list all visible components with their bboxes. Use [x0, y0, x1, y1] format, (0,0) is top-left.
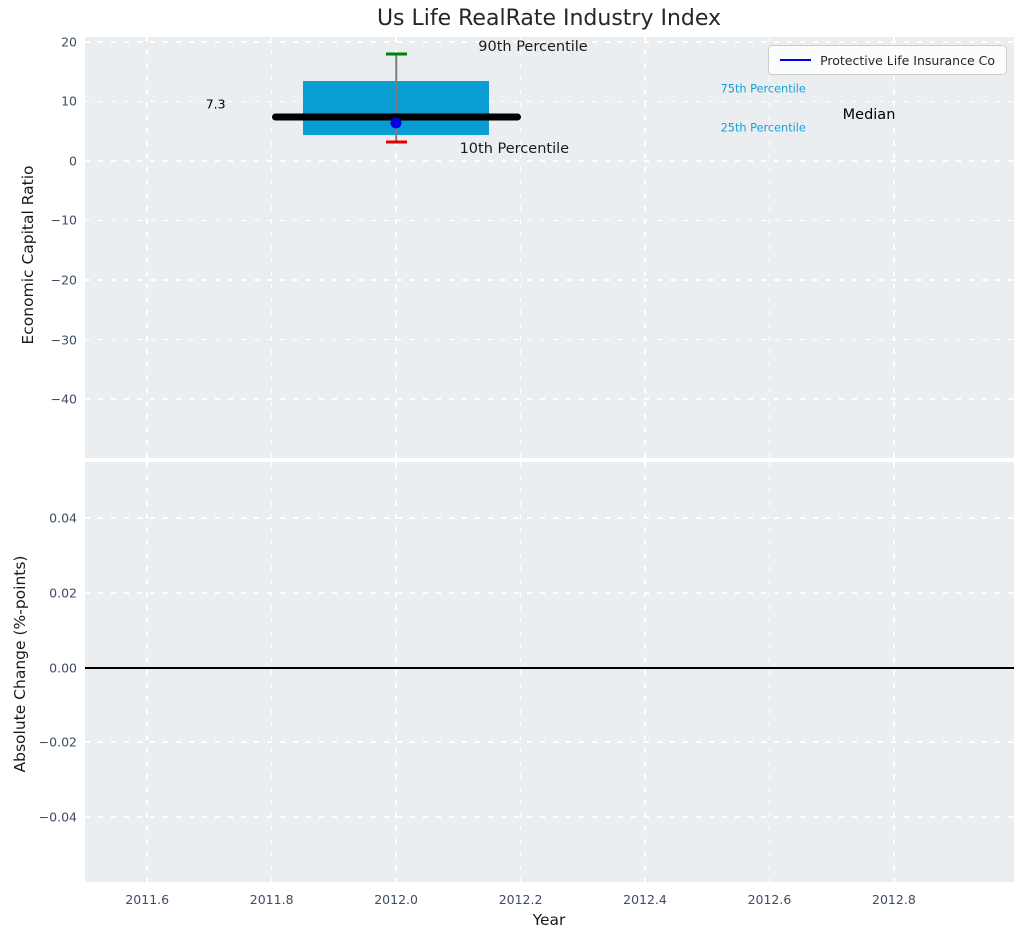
- annotation-75th-percentile: 75th Percentile: [720, 82, 806, 96]
- gridline: [85, 219, 1014, 222]
- top-plot-area: Protective Life Insurance Co 90th Percen…: [85, 37, 1014, 458]
- gridline: [85, 592, 1014, 594]
- gridline: [85, 41, 1014, 43]
- legend-label: Protective Life Insurance Co: [820, 52, 995, 68]
- x-tick-label: 2012.4: [623, 892, 667, 907]
- gridline: [146, 37, 148, 458]
- chart-title: Us Life RealRate Industry Index: [376, 6, 722, 31]
- gridline: [893, 462, 895, 882]
- x-tick-label: 2011.6: [125, 892, 170, 907]
- gridline: [85, 100, 1014, 103]
- annotation-25th-percentile: 25th Percentile: [720, 121, 806, 135]
- gridline: [85, 160, 1014, 162]
- median-line: [271, 113, 521, 121]
- y-tick-label: 10: [61, 93, 77, 109]
- y-tick-label: 0.02: [49, 585, 77, 601]
- y-tick-label: 0: [69, 153, 77, 169]
- p10-whisker-cap: [385, 140, 407, 144]
- x-tick-label: 2012.6: [747, 892, 792, 907]
- gridline: [768, 462, 771, 882]
- boxplot-whisker-line: [395, 54, 397, 143]
- gridline: [519, 37, 522, 458]
- x-tick-label: 2011.8: [249, 892, 294, 907]
- gridline: [644, 462, 646, 882]
- gridline: [893, 37, 895, 458]
- gridline: [85, 741, 1014, 743]
- gridline: [85, 398, 1014, 400]
- x-axis-label: Year: [532, 911, 566, 929]
- bottom-plot-area: [85, 462, 1014, 882]
- gridline: [519, 462, 522, 882]
- y-tick-label: 20: [61, 34, 77, 50]
- x-tick-label: 2012.8: [872, 892, 916, 907]
- gridline: [270, 37, 273, 458]
- y-axis-label-top: Economic Capital Ratio: [19, 165, 37, 345]
- gridline: [395, 37, 397, 458]
- y-axis-label-bottom: Absolute Change (%-points): [11, 555, 29, 773]
- gridline: [85, 517, 1014, 519]
- company-data-point: [390, 117, 402, 129]
- gridline: [85, 279, 1014, 281]
- gridline: [395, 462, 397, 882]
- annotation-90th-percentile: 90th Percentile: [478, 38, 588, 55]
- gridline: [85, 338, 1014, 341]
- x-tick-label: 2012.0: [374, 892, 418, 907]
- y-tick-label: 0.00: [49, 660, 77, 676]
- x-tick-label: 2012.2: [498, 892, 543, 907]
- gridline: [768, 37, 771, 458]
- y-tick-label: 0.04: [49, 510, 77, 526]
- gridline: [644, 37, 646, 458]
- y-tick-label: −40: [50, 391, 77, 407]
- y-tick-label: −0.04: [38, 809, 77, 825]
- zero-reference-line: [85, 666, 1014, 669]
- legend: Protective Life Insurance Co: [768, 45, 1007, 75]
- y-tick-label: −10: [50, 212, 77, 228]
- y-tick-label: −20: [50, 272, 77, 288]
- annotation-median: Median: [842, 107, 896, 123]
- p90-whisker-cap: [385, 52, 407, 56]
- gridline: [270, 462, 273, 882]
- y-tick-label: −30: [50, 332, 77, 347]
- gridline: [85, 816, 1014, 818]
- y-tick-label: −0.02: [38, 734, 77, 750]
- gridline: [146, 462, 148, 882]
- annotation-7-3: 7.3: [205, 96, 226, 112]
- legend-line-sample: [780, 58, 812, 62]
- annotation-10th-percentile: 10th Percentile: [459, 140, 570, 157]
